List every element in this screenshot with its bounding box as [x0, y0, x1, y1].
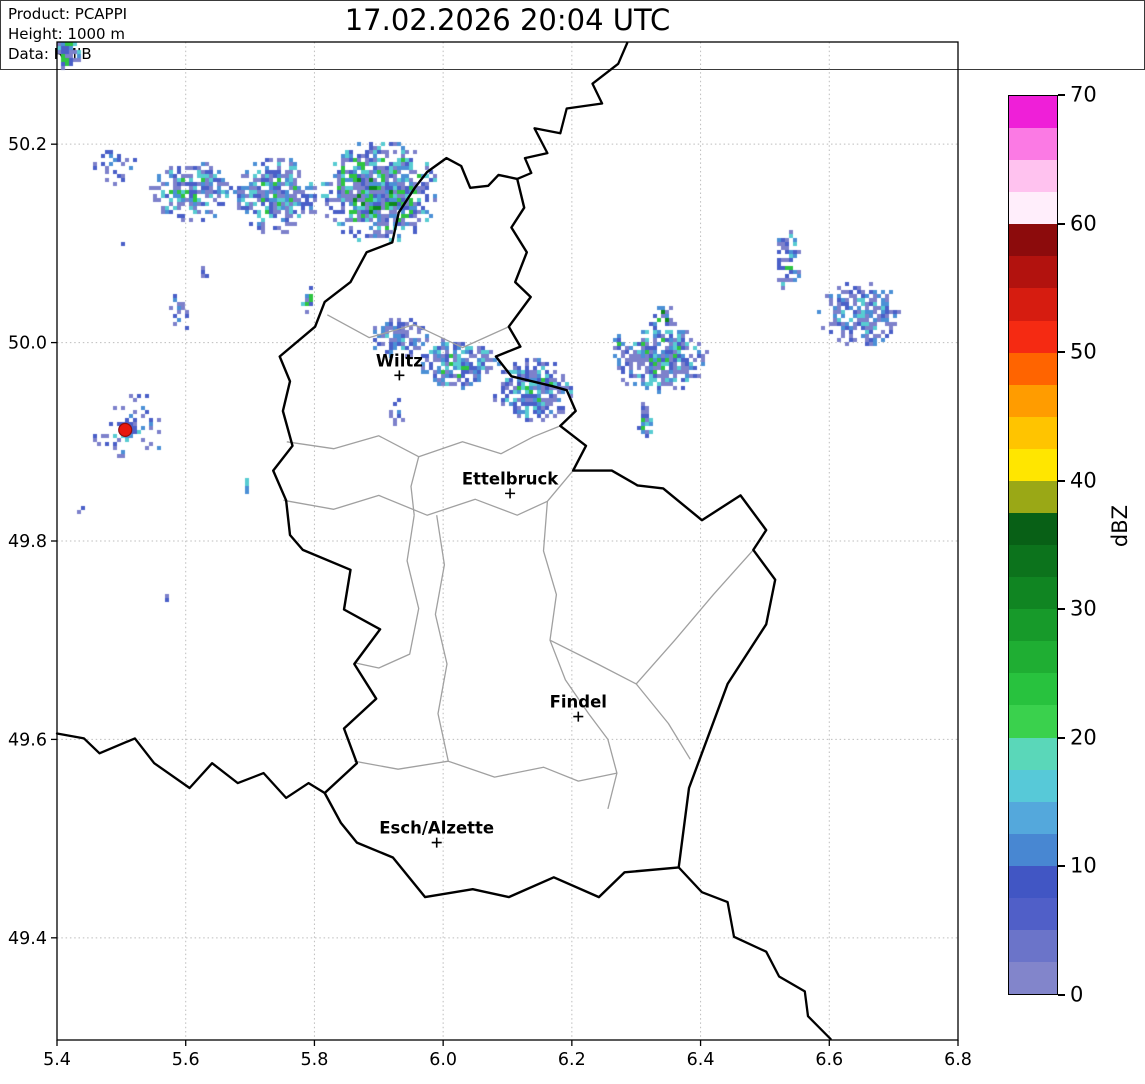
- colorbar-tick-label: 10: [1070, 853, 1097, 878]
- colorbar-segment: [1009, 416, 1057, 449]
- y-tick-label: 50.2: [8, 135, 47, 155]
- colorbar-segment: [1009, 513, 1057, 546]
- colorbar-tick: [1058, 608, 1065, 611]
- city-marker-ettelbruck: [505, 488, 516, 499]
- x-tick-label: 6.8: [944, 1050, 972, 1070]
- colorbar-tick: [1058, 479, 1065, 482]
- y-tick-label: 49.6: [8, 730, 47, 750]
- district-border: [354, 760, 618, 782]
- colorbar-segment: [1009, 865, 1057, 898]
- city-label-findel: Findel: [550, 693, 607, 712]
- plot-frame: [56, 41, 959, 1041]
- x-tick-label: 6.0: [429, 1050, 457, 1070]
- height-line: Height: 1000 m: [8, 25, 125, 44]
- city-label-wiltz: Wiltz: [376, 351, 423, 370]
- colorbar-tick-label: 0: [1070, 982, 1084, 1007]
- radar-site-marker: [118, 422, 133, 437]
- district-border: [542, 501, 618, 810]
- x-tick-label: 6.4: [687, 1050, 715, 1070]
- x-tick-label: 5.8: [301, 1050, 329, 1070]
- colorbar-segment: [1009, 705, 1057, 738]
- product-line: Product: PCAPPI: [8, 5, 128, 23]
- national-border: [677, 866, 832, 1041]
- colorbar-tick: [1058, 736, 1065, 739]
- colorbar-tick: [1058, 351, 1065, 354]
- city-label-esch-alzette: Esch/Alzette: [379, 819, 494, 838]
- district-border: [326, 314, 510, 349]
- colorbar-tick: [1058, 94, 1065, 96]
- colorbar-tick: [1058, 865, 1065, 868]
- district-border: [434, 515, 449, 762]
- page-title: 17.02.2026 20:04 UTC: [344, 3, 671, 37]
- colorbar-segment: [1009, 320, 1057, 353]
- colorbar-segment: [1009, 192, 1057, 225]
- colorbar-segment: [1009, 930, 1057, 963]
- colorbar-segment: [1009, 897, 1057, 931]
- national-border: [55, 732, 326, 800]
- colorbar-tick-label: 60: [1070, 211, 1097, 236]
- colorbar-segment: [1009, 384, 1057, 417]
- city-marker-esch-alzette: [431, 837, 442, 848]
- colorbar-tick-label: 70: [1070, 82, 1097, 107]
- colorbar-tick: [1058, 994, 1065, 996]
- district-border: [635, 549, 754, 685]
- colorbar-segment: [1009, 96, 1057, 129]
- colorbar-segment: [1009, 224, 1057, 257]
- colorbar-segment: [1009, 962, 1057, 995]
- colorbar-segment: [1009, 577, 1057, 610]
- y-tick-label: 50.0: [8, 334, 47, 354]
- colorbar: [1008, 95, 1058, 995]
- district-border: [286, 425, 561, 458]
- x-tick-label: 5.4: [43, 1050, 71, 1070]
- colorbar-segment: [1009, 288, 1057, 321]
- district-border: [410, 456, 420, 516]
- x-tick-label: 6.2: [558, 1050, 586, 1070]
- district-border: [355, 515, 420, 669]
- x-tick-label: 6.6: [815, 1050, 843, 1070]
- colorbar-tick: [1058, 222, 1065, 225]
- colorbar-segment: [1009, 480, 1057, 514]
- colorbar-segment: [1009, 160, 1057, 193]
- precipitation-echo-layer: [57, 42, 958, 1040]
- colorbar-tick-label: 30: [1070, 596, 1097, 621]
- x-tick-label: 5.6: [172, 1050, 200, 1070]
- national-border: [516, 41, 629, 181]
- y-tick-label: 49.4: [8, 929, 47, 949]
- y-tick-label: 49.8: [8, 532, 47, 552]
- colorbar-segment: [1009, 448, 1057, 481]
- colorbar-segment: [1009, 769, 1057, 802]
- colorbar-segment: [1009, 801, 1057, 834]
- colorbar-segment: [1009, 833, 1057, 866]
- colorbar-segment: [1009, 545, 1057, 578]
- colorbar-tick-label: 20: [1070, 725, 1097, 750]
- colorbar-segment: [1009, 256, 1057, 289]
- colorbar-segment: [1009, 737, 1057, 770]
- colorbar-segment: [1009, 609, 1057, 642]
- colorbar-segment: [1009, 128, 1057, 161]
- colorbar-segment: [1009, 641, 1057, 674]
- colorbar-tick-label: 40: [1070, 468, 1097, 493]
- colorbar-segment: [1009, 673, 1057, 706]
- district-border: [283, 470, 574, 516]
- city-label-ettelbruck: Ettelbruck: [462, 469, 559, 488]
- luxembourg-border: [272, 156, 777, 899]
- colorbar-tick-label: 50: [1070, 339, 1097, 364]
- colorbar-unit-label: dBZ: [1108, 505, 1132, 548]
- colorbar-segment: [1009, 352, 1057, 385]
- city-marker-wiltz: [394, 370, 405, 381]
- city-marker-findel: [573, 711, 584, 722]
